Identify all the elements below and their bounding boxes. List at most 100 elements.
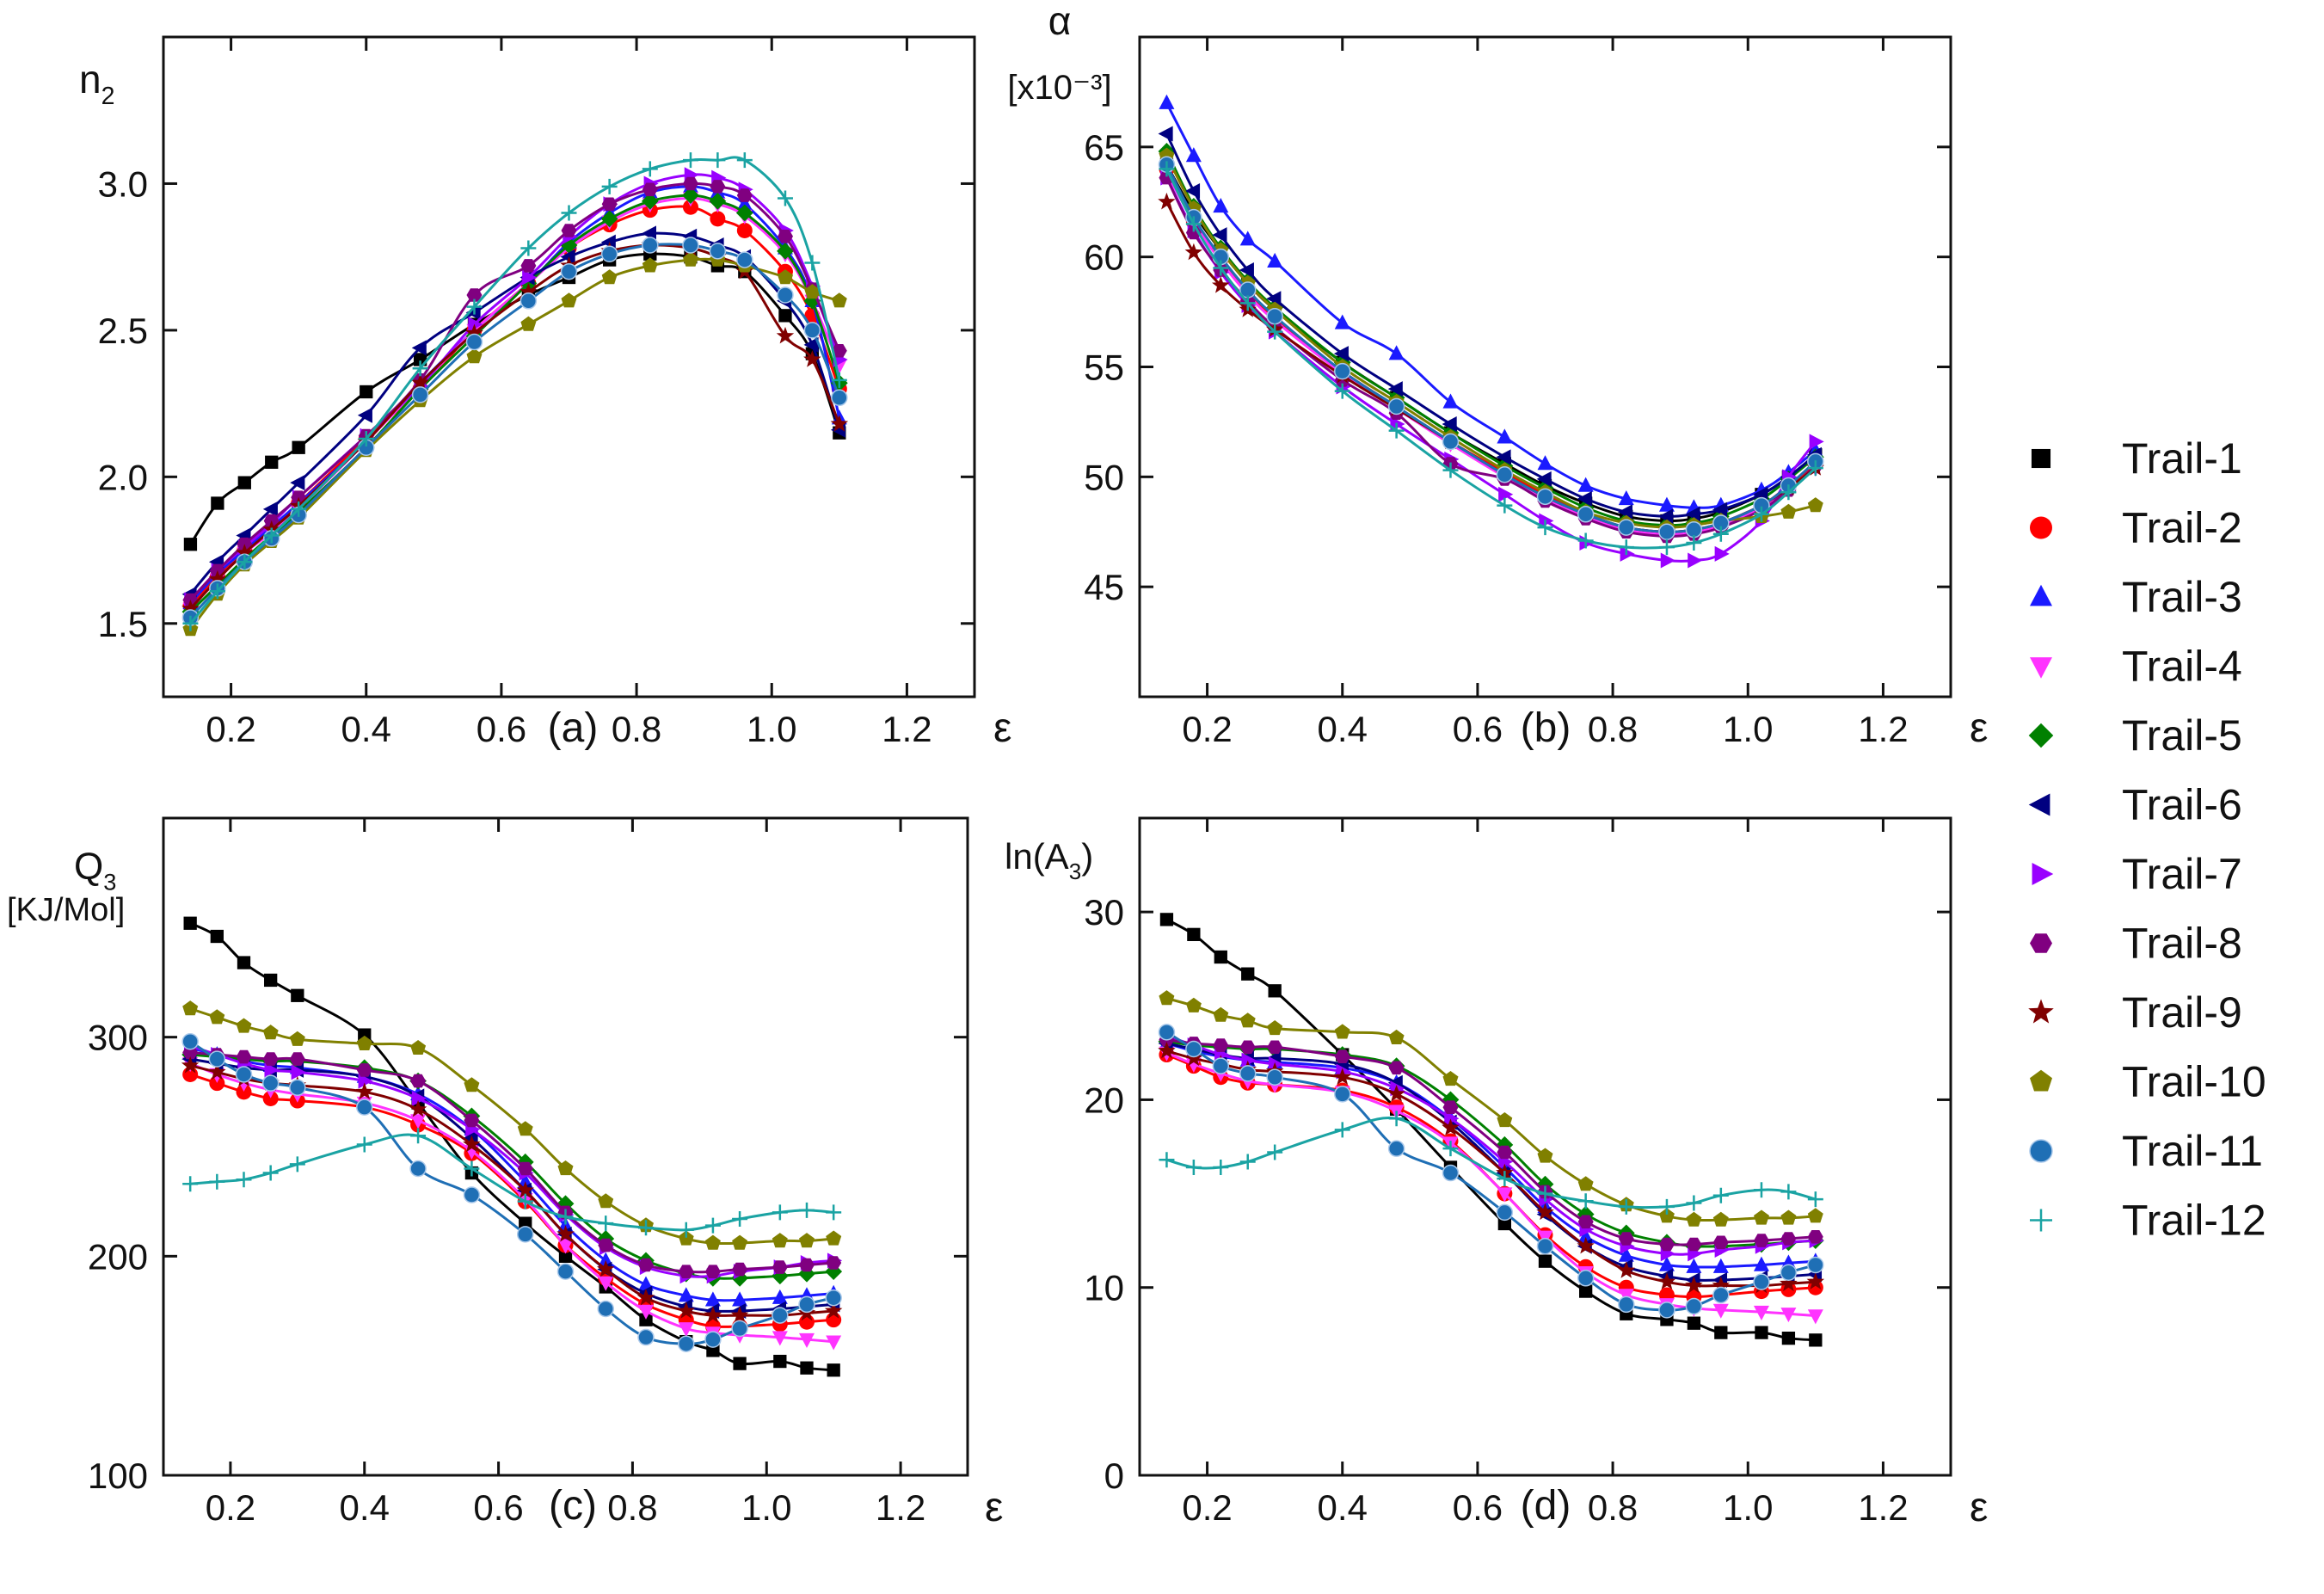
y-tick-label: 60 bbox=[1084, 237, 1124, 278]
data-point bbox=[773, 1354, 787, 1369]
data-point bbox=[1579, 1284, 1593, 1298]
legend-marker bbox=[2028, 999, 2054, 1024]
data-point bbox=[181, 1056, 200, 1074]
x-tick-label: 1.0 bbox=[741, 1487, 791, 1528]
data-point bbox=[637, 1328, 655, 1346]
x-tick-label: 0.8 bbox=[1588, 1487, 1638, 1528]
series-trail-12 bbox=[182, 152, 847, 631]
x-tick-label: 0.4 bbox=[1318, 1487, 1368, 1528]
data-point bbox=[678, 1335, 695, 1352]
data-point bbox=[1158, 126, 1173, 142]
data-point bbox=[803, 322, 821, 339]
series-line bbox=[189, 173, 841, 601]
data-point bbox=[1658, 496, 1675, 512]
data-point bbox=[1807, 1191, 1823, 1208]
data-point bbox=[1685, 1276, 1703, 1294]
data-point bbox=[803, 350, 821, 367]
data-point bbox=[236, 1018, 252, 1033]
data-point bbox=[1807, 497, 1823, 513]
y-tick-label: 65 bbox=[1084, 127, 1124, 168]
data-point bbox=[1780, 1281, 1797, 1297]
series-line bbox=[189, 243, 841, 610]
data-point bbox=[735, 204, 753, 222]
data-point bbox=[1158, 1024, 1176, 1041]
legend-marker bbox=[2032, 863, 2054, 885]
data-point bbox=[678, 1322, 694, 1338]
series-line bbox=[1165, 172, 1817, 536]
x-axis-label: ε bbox=[1970, 705, 1988, 751]
data-point bbox=[1658, 508, 1674, 525]
data-point bbox=[464, 1077, 480, 1092]
data-point bbox=[710, 152, 726, 169]
data-point bbox=[1496, 466, 1514, 483]
data-point bbox=[1442, 462, 1459, 478]
panel-label: (d) bbox=[1521, 1483, 1571, 1529]
data-point bbox=[1780, 503, 1797, 519]
data-point bbox=[356, 1035, 372, 1050]
data-point bbox=[410, 1074, 427, 1088]
data-point bbox=[1267, 1020, 1283, 1036]
x-tick-label: 0.2 bbox=[1182, 1487, 1232, 1528]
data-point bbox=[1617, 504, 1632, 520]
legend-marker bbox=[2030, 1209, 2052, 1232]
data-point bbox=[560, 249, 575, 265]
data-point bbox=[736, 222, 753, 238]
data-point bbox=[208, 1050, 226, 1068]
data-point bbox=[1387, 381, 1403, 397]
x-tick-label: 1.0 bbox=[1723, 709, 1773, 749]
y-tick-label: 100 bbox=[88, 1456, 148, 1496]
series-line bbox=[1165, 155, 1817, 529]
data-point bbox=[1159, 990, 1175, 1006]
data-point bbox=[601, 197, 618, 212]
series-line bbox=[1165, 176, 1817, 538]
series-trail-8 bbox=[1159, 170, 1823, 544]
data-point bbox=[1185, 1160, 1202, 1176]
legend-label: Trail-12 bbox=[2122, 1197, 2266, 1245]
data-point bbox=[183, 538, 198, 551]
y-axis-label: Q3 bbox=[74, 846, 116, 895]
data-point bbox=[1780, 1209, 1797, 1225]
x-tick-label: 1.2 bbox=[876, 1487, 925, 1528]
data-point bbox=[1387, 397, 1405, 415]
legend-label: Trail-8 bbox=[2122, 920, 2242, 968]
data-point bbox=[292, 440, 305, 454]
data-point bbox=[1158, 192, 1176, 210]
y-tick-label: 300 bbox=[88, 1018, 148, 1058]
data-point bbox=[556, 1225, 575, 1242]
data-point bbox=[704, 1234, 721, 1250]
data-point bbox=[1334, 383, 1350, 399]
series-trail-3 bbox=[182, 177, 847, 610]
data-point bbox=[517, 1226, 534, 1243]
series-trail-11 bbox=[1158, 156, 1824, 540]
x-tick-label: 0.8 bbox=[612, 709, 661, 749]
series-trail-1 bbox=[183, 247, 846, 551]
series-line bbox=[189, 231, 841, 595]
legend-item-trail-5: Trail-5 bbox=[2028, 711, 2242, 760]
data-point bbox=[638, 1304, 654, 1320]
data-point bbox=[291, 501, 307, 517]
x-tick-label: 0.8 bbox=[1588, 709, 1638, 749]
data-point bbox=[1809, 1333, 1823, 1347]
data-point bbox=[600, 245, 618, 263]
series-trail-1 bbox=[1159, 157, 1823, 528]
series-trail-8 bbox=[182, 176, 847, 607]
data-point bbox=[1185, 997, 1202, 1012]
data-point bbox=[410, 1040, 427, 1055]
plot-frame bbox=[162, 35, 976, 699]
data-point bbox=[466, 298, 483, 315]
data-point bbox=[778, 230, 793, 243]
series-trail-11 bbox=[1158, 1024, 1824, 1319]
data-point bbox=[517, 1161, 533, 1176]
data-point bbox=[1537, 455, 1553, 471]
data-point bbox=[1442, 1071, 1459, 1086]
data-point bbox=[799, 1202, 815, 1218]
legend-marker bbox=[2030, 516, 2052, 539]
data-point bbox=[557, 1209, 574, 1225]
data-point bbox=[411, 386, 429, 403]
data-point bbox=[1577, 1215, 1594, 1229]
data-point bbox=[732, 1234, 748, 1250]
series-line bbox=[1165, 168, 1817, 533]
data-point bbox=[1809, 434, 1824, 450]
series-trail-10 bbox=[1159, 990, 1823, 1227]
